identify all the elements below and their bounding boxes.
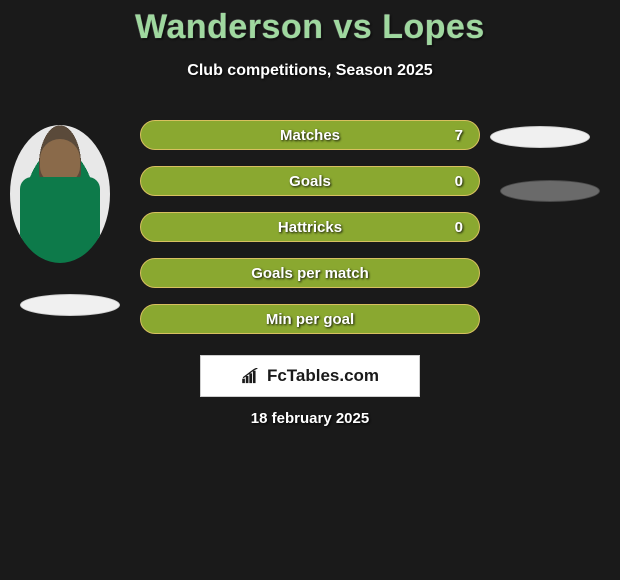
stat-bar-min-per-goal: Min per goal <box>140 304 480 334</box>
stat-bar-goals-per-match: Goals per match <box>140 258 480 288</box>
stat-value: 0 <box>455 173 463 190</box>
subtitle: Club competitions, Season 2025 <box>0 62 620 80</box>
stat-label: Goals <box>289 173 331 190</box>
branding-text: FcTables.com <box>267 366 379 386</box>
stat-label: Min per goal <box>266 311 354 328</box>
stat-value: 0 <box>455 219 463 236</box>
name-oval-right-2 <box>500 180 600 202</box>
stat-label: Hattricks <box>278 219 342 236</box>
stat-bar-matches: Matches 7 <box>140 120 480 150</box>
branding-box[interactable]: FcTables.com <box>200 355 420 397</box>
date-text: 18 february 2025 <box>0 410 620 427</box>
page-title: Wanderson vs Lopes <box>0 8 620 47</box>
stat-bar-goals: Goals 0 <box>140 166 480 196</box>
player-photo-left <box>10 125 110 263</box>
stat-value: 7 <box>455 127 463 144</box>
stats-container: Matches 7 Goals 0 Hattricks 0 Goals per … <box>140 120 480 350</box>
stat-label: Matches <box>280 127 340 144</box>
name-oval-right-1 <box>490 126 590 148</box>
stat-label: Goals per match <box>251 265 369 282</box>
name-oval-left <box>20 294 120 316</box>
stat-bar-hattricks: Hattricks 0 <box>140 212 480 242</box>
bar-chart-icon <box>241 368 263 384</box>
